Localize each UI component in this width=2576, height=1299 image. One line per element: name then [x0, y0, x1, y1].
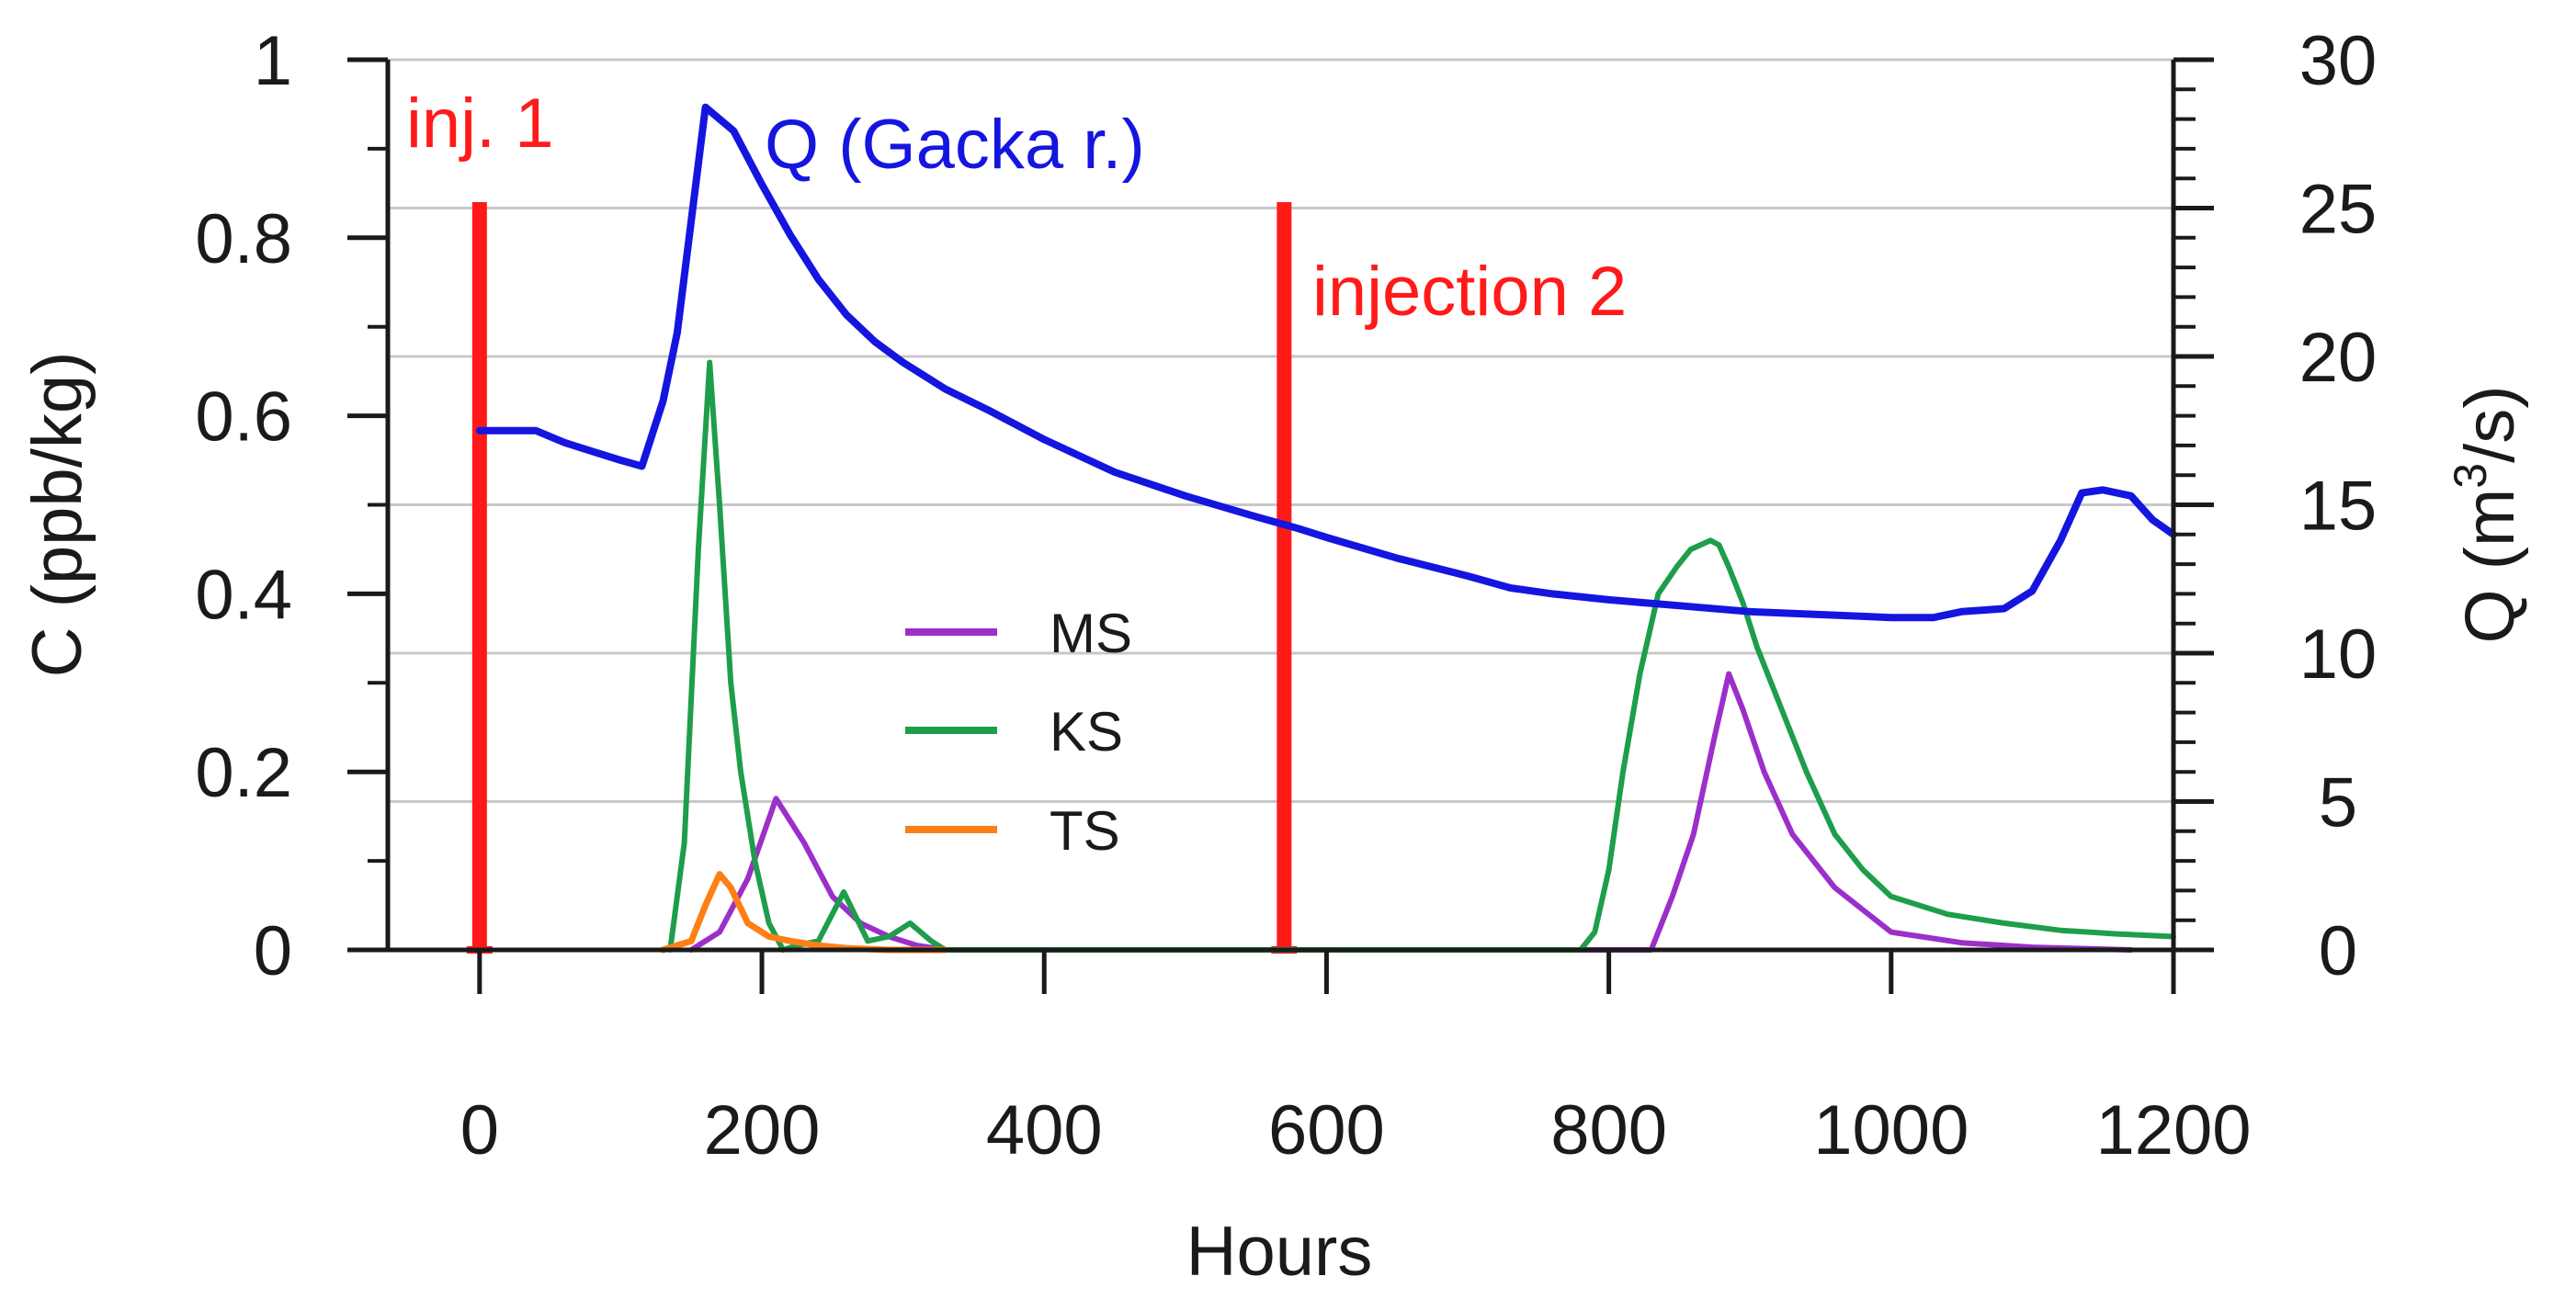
x-tick-label: 400	[986, 1091, 1103, 1169]
legend-label-ks: KS	[1050, 701, 1123, 762]
right-y-tick-label: 30	[2299, 22, 2377, 100]
right-y-tick-label: 0	[2319, 912, 2357, 990]
right-y-tick-label: 5	[2319, 764, 2357, 842]
legend-label-ts: TS	[1050, 800, 1120, 862]
x-tick-label: 800	[1550, 1091, 1667, 1169]
left-y-tick-label: 0.8	[195, 200, 292, 278]
series-line-ks	[667, 359, 2176, 953]
series-line-q	[475, 103, 2177, 622]
right-y-axis-title: Q (m3/s)	[2445, 385, 2529, 643]
x-tick-label: 0	[460, 1091, 499, 1169]
left-y-tick-label: 0.6	[195, 378, 292, 457]
left-y-axis-ticks: 0 0.2 0.4 0.6 0.8 1	[195, 22, 388, 990]
right-y-tick-label: 10	[2299, 616, 2377, 694]
x-tick-label: 1200	[2095, 1091, 2251, 1169]
right-y-tick-label: 15	[2299, 468, 2377, 546]
left-y-tick-label: 1	[254, 22, 292, 100]
right-y-axis-title-tail: /s)	[2451, 385, 2529, 462]
right-y-axis-title-base: Q (m	[2451, 489, 2529, 644]
right-y-axis-title-superscript: 3	[2445, 463, 2496, 489]
q-series-label: Q (Gacka r.)	[765, 106, 1145, 184]
left-y-axis-title: C (ppb/kg)	[18, 352, 96, 678]
x-axis-title: Hours	[1186, 1213, 1373, 1291]
x-tick-label: 1000	[1813, 1091, 1969, 1169]
left-y-tick-label: 0.2	[195, 734, 292, 812]
right-y-tick-label: 20	[2299, 319, 2377, 397]
data-layer	[466, 103, 2177, 954]
left-y-tick-label: 0	[254, 912, 292, 990]
x-tick-label: 600	[1268, 1091, 1385, 1169]
legend: MS KS TS	[905, 603, 1132, 862]
x-axis-ticks: 0 200 400 600 800 1000 1200	[460, 950, 2252, 1169]
x-tick-label: 200	[704, 1091, 821, 1169]
injection-2-label: injection 2	[1312, 253, 1627, 331]
right-y-tick-label: 25	[2299, 171, 2377, 249]
injection-1-label: inj. 1	[406, 85, 554, 163]
right-y-axis-ticks: 0 5 10 15 20 25 30	[2173, 22, 2377, 990]
series-line-ms	[688, 671, 2134, 953]
legend-label-ms: MS	[1050, 603, 1132, 664]
left-y-tick-label: 0.4	[195, 556, 292, 634]
